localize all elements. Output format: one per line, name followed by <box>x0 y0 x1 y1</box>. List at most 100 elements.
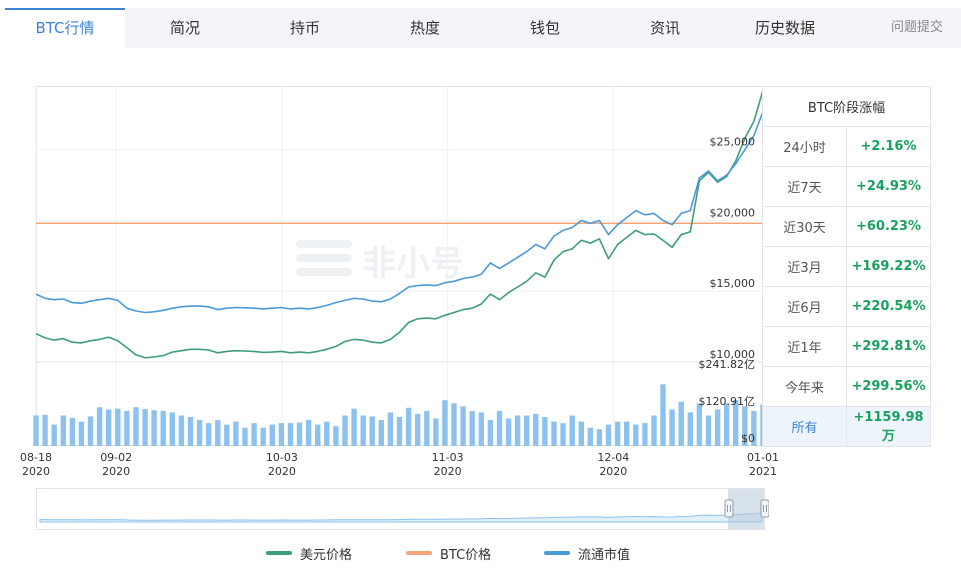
perf-row-all[interactable]: 所有 +1159.98万 <box>762 406 931 447</box>
volume-bar <box>206 423 212 446</box>
navigator-selection[interactable] <box>728 489 764 529</box>
y-tick-label: $25,000 <box>710 136 756 149</box>
perf-row-7d[interactable]: 近7天 +24.93% <box>762 166 931 207</box>
navigator-handle-right[interactable] <box>760 499 769 518</box>
series-line <box>35 89 764 359</box>
legend-swatch <box>544 551 570 555</box>
perf-change: +24.93% <box>846 166 931 207</box>
volume-bar <box>705 415 712 446</box>
volume-bar <box>387 412 394 446</box>
volume-bar <box>233 421 239 446</box>
volume-bar <box>60 415 66 446</box>
volume-bar <box>351 408 357 446</box>
volume-bar <box>569 415 575 446</box>
perf-period[interactable]: 近7天 <box>762 166 847 207</box>
volume-bar <box>551 421 557 446</box>
volume-bar <box>87 416 94 446</box>
volume-bar <box>305 420 312 446</box>
tab-history[interactable]: 历史数据 <box>754 19 815 37</box>
perf-period[interactable]: 所有 <box>762 406 847 447</box>
range-navigator[interactable] <box>36 488 769 530</box>
volume-bar <box>296 422 303 446</box>
volume-bar <box>587 427 593 446</box>
tab-popularity[interactable]: 热度 <box>409 19 440 37</box>
volume-bar <box>651 415 657 446</box>
volume-bar <box>696 403 703 446</box>
feedback-link[interactable]: 问题提交 <box>890 20 943 35</box>
volume-bar <box>487 420 494 446</box>
legend-market-cap[interactable]: 流通市值 <box>544 544 630 563</box>
tab-overview[interactable]: 简况 <box>169 19 200 37</box>
perf-period[interactable]: 近6月 <box>762 286 847 327</box>
price-chart-area[interactable] <box>36 86 763 446</box>
volume-bars <box>33 384 766 446</box>
volume-bar <box>524 415 530 446</box>
volume-bar <box>142 409 148 446</box>
volume-bar <box>642 423 648 446</box>
legend-swatch <box>406 551 432 555</box>
perf-period[interactable]: 近1年 <box>762 326 847 367</box>
volume-tick-label: $0 <box>741 432 755 445</box>
x-tick-year: 2020 <box>599 465 627 478</box>
volume-bar <box>542 417 548 446</box>
volume-bar <box>96 407 103 446</box>
perf-row-24h[interactable]: 24小时 +2.16% <box>762 126 931 167</box>
volume-bar <box>442 400 448 446</box>
tab-holdings[interactable]: 持币 <box>289 19 320 37</box>
x-tick-year: 2020 <box>434 465 462 478</box>
volume-bar <box>315 424 321 446</box>
y-axis-labels: $10,000 $15,000 $20,000 $25,000 <box>710 136 756 361</box>
perf-row-ytd[interactable]: 今年来 +299.56% <box>762 366 931 407</box>
y-tick-label: $15,000 <box>710 277 756 290</box>
volume-bar <box>333 426 339 446</box>
volume-bar <box>151 410 157 446</box>
perf-change: +2.16% <box>846 126 931 167</box>
volume-bar <box>451 403 457 446</box>
volume-bar <box>415 413 421 446</box>
volume-bar <box>106 409 112 446</box>
perf-row-3m[interactable]: 近3月 +169.22% <box>762 246 931 287</box>
watermark: 非小号 <box>296 240 464 284</box>
volume-bar <box>751 410 757 446</box>
volume-axis-labels: $0 $120.91亿 $241.82亿 <box>699 358 756 445</box>
tab-btc-market[interactable]: BTC行情 <box>5 8 125 48</box>
perf-row-30d[interactable]: 近30天 +60.23% <box>762 206 931 247</box>
volume-bar <box>405 407 412 446</box>
volume-bar <box>51 424 57 446</box>
navigator-handle-left[interactable] <box>724 499 734 518</box>
volume-bar <box>369 416 375 446</box>
perf-period[interactable]: 今年来 <box>762 366 847 407</box>
perf-period[interactable]: 24小时 <box>762 126 847 167</box>
series-line <box>35 111 764 314</box>
tab-bar: BTC行情 简况 持币 热度 钱包 资讯 历史数据 问题提交 <box>5 8 961 48</box>
volume-bar <box>624 421 630 446</box>
volume-bar <box>287 423 294 446</box>
perf-change: +60.23% <box>846 206 931 247</box>
x-tick-label: 09-02 <box>100 451 132 464</box>
navigator-frame <box>36 488 765 530</box>
perf-change: +220.54% <box>846 286 931 327</box>
volume-bar <box>342 415 348 446</box>
volume-bar <box>360 415 366 446</box>
volume-bar <box>496 410 503 446</box>
perf-period[interactable]: 近30天 <box>762 206 847 247</box>
tab-wallet[interactable]: 钱包 <box>529 19 560 37</box>
legend-usd-price[interactable]: 美元价格 <box>266 544 352 563</box>
tab-news[interactable]: 资讯 <box>649 19 680 37</box>
volume-bar <box>133 407 139 446</box>
volume-bar <box>251 423 257 446</box>
x-tick-year: 2021 <box>749 465 777 478</box>
volume-bar <box>669 409 675 446</box>
volume-bar <box>187 417 194 446</box>
perf-row-1y[interactable]: 近1年 +292.81% <box>762 326 931 367</box>
volume-bar <box>269 424 275 446</box>
legend-btc-price[interactable]: BTC价格 <box>406 544 491 563</box>
perf-period[interactable]: 近3月 <box>762 246 847 287</box>
perf-change: +292.81% <box>846 326 931 367</box>
performance-table: BTC阶段涨幅 24小时 +2.16% 近7天 +24.93% 近30天 +60.23… <box>762 86 931 447</box>
volume-bar <box>396 417 403 446</box>
price-chart[interactable]: 非小号 $10,000 $15,000 $20,000 $25,000 $0 $120.… <box>0 0 961 488</box>
volume-bar <box>378 420 384 446</box>
perf-row-6m[interactable]: 近6月 +220.54% <box>762 286 931 327</box>
volume-bar <box>33 415 39 446</box>
